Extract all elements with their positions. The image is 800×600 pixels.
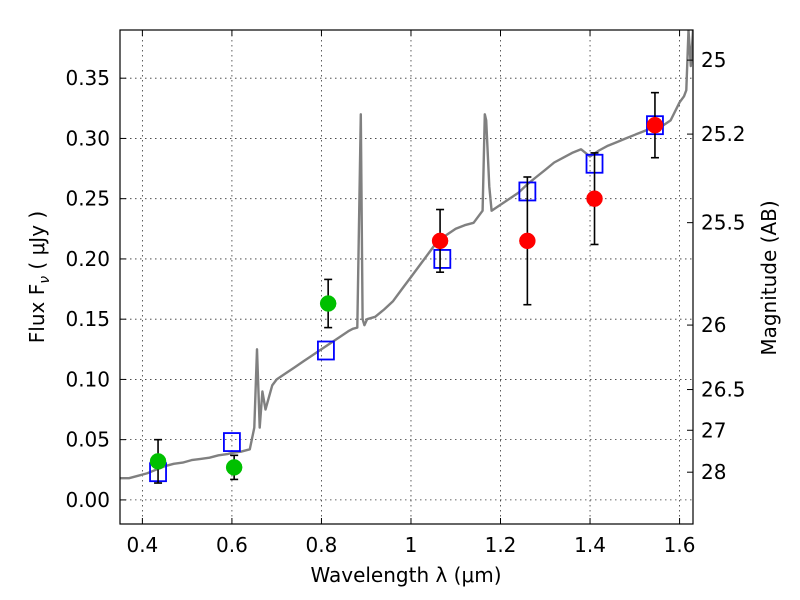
x-tick-label: 1.2 [485,533,517,557]
x-tick-label: 0.6 [216,533,248,557]
red-data-point [586,190,603,207]
red-data-point [646,116,664,134]
y-tick-label: 0.05 [65,428,110,452]
green-data-point [319,295,337,312]
red-data-point [519,232,536,250]
model-square-marker [433,249,452,269]
data-layer [120,30,693,484]
right-tick-label: 25.5 [701,211,746,235]
y-tick-label: 0.30 [65,126,110,150]
red-data-point [431,232,449,250]
tick-layer: 0.4 0.6 0.8 1 1.2 1.4 1.6 0.00 0.05 0.10 0.15 0.20 0… [65,30,746,557]
model-square-marker [223,432,241,452]
y-tick-label: 0.35 [65,66,110,90]
plot-frame [119,29,694,525]
right-tick-label: 25.2 [701,122,746,146]
green-data-point [149,453,167,470]
grid-layer [120,30,693,524]
y-axis-label-unit: ( μJy ) [25,211,49,276]
y-tick-label: 0.10 [65,367,110,391]
right-tick-label: 26 [701,313,726,337]
x-tick-label: 1.6 [664,533,696,557]
right-tick-label: 27 [701,418,726,442]
right-axis-label: Magnitude (AB) [757,200,781,355]
x-tick-label: 0.8 [306,533,338,557]
y-tick-label: 0.15 [65,307,110,331]
green-data-point [225,459,243,476]
right-tick-label: 26.5 [701,378,746,402]
right-tick-label: 28 [701,460,726,484]
y-tick-label: 0.20 [65,247,110,271]
right-tick-label: 25 [701,48,726,72]
model-square-marker [317,340,335,361]
x-axis-label: Wavelength λ (μm) [310,563,501,587]
y-axis-label: Flux Fν ( μJy ) [25,211,53,343]
y-tick-label: 0.25 [65,187,110,211]
x-tick-label: 1 [405,533,418,557]
spectrum-line [120,30,693,480]
y-axis-label-sub: ν [37,276,53,284]
y-axis-label-main: Flux F [25,284,49,343]
x-tick-label: 1.4 [574,533,606,557]
x-tick-label: 0.4 [126,533,158,557]
y-tick-label: 0.00 [65,488,110,512]
